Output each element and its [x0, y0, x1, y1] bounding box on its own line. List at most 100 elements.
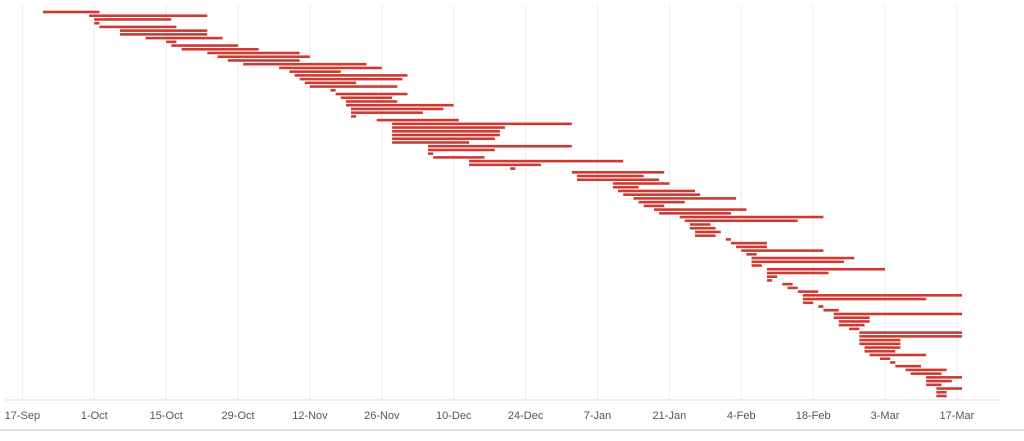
x-tick-label: 17-Mar: [940, 410, 975, 422]
task-bar: [741, 249, 824, 252]
task-bar: [725, 238, 731, 241]
task-bar: [345, 100, 398, 103]
task-bar: [612, 185, 639, 189]
task-bar: [299, 77, 403, 81]
task-bar: [392, 133, 500, 137]
x-tick-label: 24-Dec: [508, 410, 544, 422]
task-bar: [802, 297, 927, 301]
task-bar: [294, 74, 408, 77]
x-tick-label: 1-Oct: [81, 410, 108, 422]
task-bar: [428, 152, 434, 155]
task-bar: [926, 379, 952, 383]
task-bar: [766, 267, 886, 271]
task-bar: [309, 85, 398, 88]
task-bar: [859, 338, 901, 342]
task-bar: [833, 316, 870, 320]
task-bar: [695, 234, 716, 237]
task-bar: [766, 279, 773, 282]
x-tick-label: 29-Oct: [222, 410, 255, 422]
task-bar: [510, 167, 516, 170]
task-bar: [926, 383, 942, 387]
x-tick-label: 15-Oct: [150, 410, 183, 422]
task-bar: [659, 212, 731, 215]
x-tick-label: 10-Dec: [436, 410, 472, 422]
task-bar: [689, 226, 716, 230]
task-bar: [243, 62, 367, 66]
task-bar: [751, 264, 762, 267]
task-bar: [279, 66, 382, 70]
task-bar: [910, 372, 942, 375]
task-bar: [119, 33, 208, 36]
task-bar: [119, 29, 208, 32]
task-bar: [823, 308, 839, 312]
x-tick-label: 12-Nov: [292, 410, 328, 422]
task-bar: [869, 353, 927, 357]
x-tick-label: 18-Feb: [796, 410, 831, 422]
task-bar: [859, 342, 901, 346]
task-bar: [351, 107, 444, 111]
task-bar: [864, 349, 896, 353]
task-bar: [802, 301, 814, 305]
task-bar: [94, 18, 172, 21]
task-bar: [787, 286, 798, 290]
task-bar: [890, 361, 896, 364]
x-tick-label: 17-Sep: [5, 410, 40, 422]
task-bar: [145, 36, 223, 40]
task-bar: [859, 335, 963, 338]
task-bar: [643, 204, 665, 208]
task-bar: [428, 148, 495, 152]
task-bar: [684, 219, 798, 223]
task-bar: [618, 189, 696, 193]
task-bar: [376, 118, 459, 122]
task-bar: [469, 163, 542, 167]
task-bar: [838, 323, 865, 327]
task-bar: [736, 245, 767, 249]
task-bar: [766, 271, 829, 275]
task-bar: [42, 10, 100, 14]
x-tick-label: 21-Jan: [653, 410, 687, 422]
task-bar: [181, 47, 259, 51]
task-bar: [818, 305, 824, 308]
task-bar: [469, 159, 624, 163]
task-bar: [335, 92, 408, 96]
task-bar: [345, 103, 454, 107]
task-bar: [633, 197, 737, 200]
task-bar: [746, 253, 757, 256]
task-bar: [392, 122, 572, 126]
task-bar: [905, 368, 947, 372]
task-bar: [433, 156, 485, 159]
task-bar: [207, 51, 300, 55]
task-bar: [730, 241, 767, 245]
task-bar: [330, 88, 336, 92]
task-bar: [895, 364, 921, 368]
task-bar: [802, 294, 963, 297]
task-bar: [782, 282, 793, 286]
task-bar: [689, 223, 711, 226]
task-bar: [576, 178, 660, 182]
task-bar: [926, 376, 963, 379]
x-tick-label: 7-Jan: [584, 410, 612, 422]
task-bar: [171, 44, 239, 47]
task-bar: [428, 144, 572, 148]
x-tick-label: 26-Nov: [364, 410, 400, 422]
task-bar: [751, 256, 855, 260]
task-bar: [392, 137, 495, 141]
task-bar: [227, 59, 300, 62]
task-bar: [166, 40, 177, 44]
task-bar: [797, 290, 819, 293]
task-bar: [623, 193, 701, 196]
task-bar: [289, 70, 341, 73]
task-bar: [679, 215, 824, 219]
task-bar: [936, 394, 947, 398]
task-bar: [879, 357, 891, 361]
task-bar: [89, 14, 208, 18]
task-bar: [612, 182, 670, 185]
x-tick-label: 4-Feb: [727, 410, 756, 422]
task-bar: [638, 200, 685, 204]
task-bar: [351, 111, 423, 114]
task-bar: [392, 130, 500, 133]
task-bar: [217, 55, 310, 59]
task-bar: [653, 208, 747, 211]
